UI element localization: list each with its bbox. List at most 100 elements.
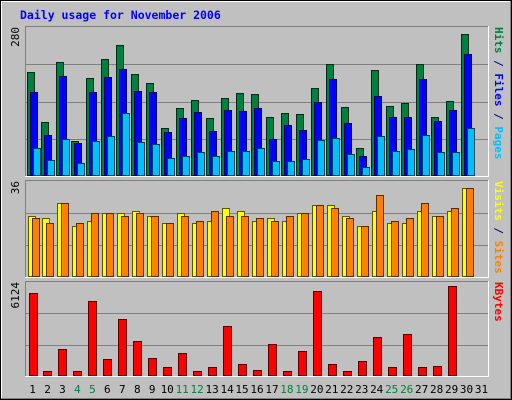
bar-pages-day-13	[212, 156, 220, 176]
bar-sites-day-26	[406, 218, 414, 277]
x-tick-label: 26	[400, 383, 413, 396]
bar-pages-day-1	[33, 148, 41, 176]
x-tick-label: 22	[340, 383, 353, 396]
bar-pages-day-23	[362, 167, 370, 176]
bar-pages-day-27	[422, 135, 430, 176]
x-tick-label: 25	[385, 383, 398, 396]
bar-kbytes-day-17	[268, 344, 277, 376]
x-tick-label: 18	[280, 383, 293, 396]
bar-pages-day-24	[377, 136, 385, 176]
bar-sites-day-29	[451, 208, 459, 277]
x-tick-label: 17	[265, 383, 278, 396]
x-tick-label: 21	[325, 383, 338, 396]
bar-sites-day-24	[376, 195, 384, 277]
legend-entry: Hits	[492, 27, 505, 54]
x-tick-label: 29	[445, 383, 458, 396]
bar-pages-day-11	[182, 156, 190, 176]
legend-entry: /	[492, 54, 505, 74]
bar-pages-day-28	[437, 152, 445, 176]
bar-kbytes-day-23	[358, 361, 367, 376]
x-tick-label: 23	[355, 383, 368, 396]
bar-pages-day-15	[242, 151, 250, 176]
bar-sites-day-18	[286, 216, 294, 277]
bar-pages-day-2	[47, 160, 55, 176]
bar-kbytes-day-18	[283, 371, 292, 376]
bar-kbytes-day-24	[373, 337, 382, 376]
x-tick-label: 15	[235, 383, 248, 396]
bar-pages-day-17	[272, 161, 280, 176]
bar-sites-day-12	[196, 221, 204, 277]
x-tick-label: 4	[74, 383, 81, 396]
bar-pages-day-12	[197, 152, 205, 176]
panel-visits_sites: 36 Visits / Sites	[9, 180, 505, 278]
x-tick-label: 9	[149, 383, 156, 396]
bar-kbytes-day-10	[163, 367, 172, 376]
bar-sites-day-11	[181, 216, 189, 277]
x-tick-label: 6	[104, 383, 111, 396]
bar-sites-day-20	[316, 205, 324, 277]
bar-kbytes-day-12	[193, 371, 202, 376]
bar-sites-day-2	[46, 223, 54, 277]
bar-kbytes-day-9	[148, 358, 157, 376]
bar-kbytes-day-22	[343, 371, 352, 376]
bar-pages-day-3	[62, 139, 70, 176]
panel-kbytes: 6124 KBytes	[9, 281, 505, 377]
bar-pages-day-10	[167, 158, 175, 176]
bar-sites-day-23	[361, 226, 369, 277]
legend-entry: Pages	[492, 126, 505, 159]
bar-kbytes-day-16	[253, 370, 262, 376]
bar-kbytes-day-2	[43, 371, 52, 376]
bar-kbytes-day-3	[58, 349, 67, 376]
bar-sites-day-9	[151, 216, 159, 277]
bar-sites-day-7	[121, 216, 129, 277]
chart-panels: 280 Hits / Files / Pages 36 Visits / Sites 6…	[9, 26, 505, 377]
bar-kbytes-day-26	[403, 334, 412, 376]
bar-sites-day-8	[136, 213, 144, 277]
x-tick-label: 10	[161, 383, 174, 396]
legend-entry: KBytes	[492, 282, 505, 322]
bar-sites-day-1	[32, 218, 40, 277]
bar-pages-day-21	[332, 138, 340, 176]
bar-kbytes-day-5	[88, 301, 97, 376]
bar-sites-day-21	[331, 208, 339, 277]
panel-hits_files_pages: 280 Hits / Files / Pages	[9, 26, 505, 177]
x-tick-label: 12	[190, 383, 203, 396]
bar-sites-day-22	[346, 218, 354, 277]
panel-legend: KBytes	[492, 282, 505, 322]
bar-kbytes-day-28	[433, 366, 442, 376]
bar-pages-day-5	[92, 141, 100, 176]
bar-sites-day-16	[256, 218, 264, 277]
bar-kbytes-day-11	[178, 353, 187, 376]
bar-sites-day-13	[211, 211, 219, 277]
x-tick-label: 27	[415, 383, 428, 396]
legend-entry: /	[492, 221, 505, 241]
y-max-label: 6124	[9, 282, 22, 309]
bar-sites-day-19	[301, 213, 309, 277]
bar-pages-day-26	[407, 149, 415, 176]
bar-sites-day-5	[91, 213, 99, 277]
bar-kbytes-day-27	[418, 367, 427, 376]
bar-sites-day-25	[391, 221, 399, 277]
bar-sites-day-6	[106, 213, 114, 277]
x-tick-label: 11	[176, 383, 189, 396]
bar-pages-day-30	[467, 128, 475, 176]
bar-sites-day-27	[421, 203, 429, 277]
bar-kbytes-day-1	[29, 293, 38, 376]
bar-kbytes-day-4	[73, 371, 82, 376]
bar-sites-day-10	[166, 223, 174, 277]
bar-sites-day-14	[226, 216, 234, 277]
x-tick-label: 13	[205, 383, 218, 396]
bar-sites-day-30	[466, 188, 474, 277]
bar-kbytes-day-20	[313, 291, 322, 376]
x-tick-label: 8	[134, 383, 141, 396]
bar-sites-day-3	[61, 203, 69, 277]
bar-kbytes-day-7	[118, 319, 127, 376]
bar-pages-day-25	[392, 151, 400, 176]
legend-entry: Sites	[492, 241, 505, 274]
bar-kbytes-day-25	[388, 367, 397, 376]
bar-pages-day-7	[122, 113, 130, 176]
bar-sites-day-17	[271, 221, 279, 277]
bar-kbytes-day-19	[298, 351, 307, 376]
legend-entry: Visits	[492, 181, 505, 221]
